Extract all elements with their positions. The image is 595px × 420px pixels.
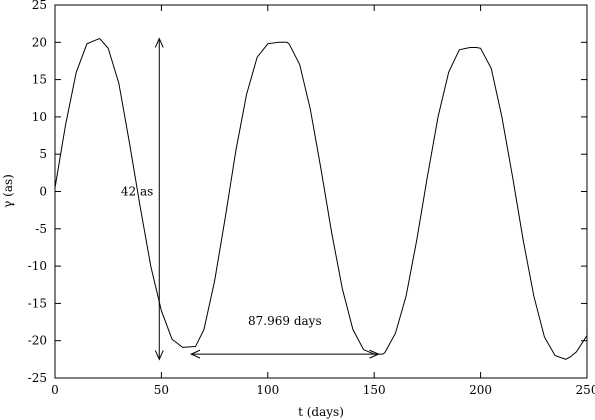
x-tick-label: 100 <box>256 383 279 397</box>
series-line <box>54 37 588 360</box>
period-label: 87.969 days <box>248 314 322 328</box>
x-tick-label: 250 <box>576 383 595 397</box>
y-tick-label: 15 <box>32 73 47 87</box>
y-tick-label: -25 <box>28 371 47 385</box>
y-tick-label: 10 <box>32 110 47 124</box>
y-axis-label: γ (as) <box>1 174 15 208</box>
x-tick-label: 0 <box>51 383 59 397</box>
y-tick-label: -5 <box>35 222 47 236</box>
axis-tick-labels: 0 50 100 150 200 250 -25 -20 -15 -10 -5 0 5 10 15 20 25 <box>28 0 595 397</box>
annotations: 42 as 87.969 days <box>121 39 379 360</box>
y-tick-label: -15 <box>28 296 47 310</box>
y-tick-label: 20 <box>32 35 47 49</box>
y-tick-label: 25 <box>32 0 47 12</box>
y-tick-label: -10 <box>28 259 47 273</box>
x-axis-label: t (days) <box>298 405 344 419</box>
x-tick-label: 150 <box>363 383 386 397</box>
x-tick-label: 200 <box>469 383 492 397</box>
x-tick-label: 50 <box>154 383 169 397</box>
y-tick-label: 5 <box>39 147 47 161</box>
amplitude-label: 42 as <box>121 185 153 199</box>
axis-ticks <box>54 4 588 379</box>
y-tick-label: -20 <box>28 334 47 348</box>
y-tick-label: 0 <box>39 185 47 199</box>
